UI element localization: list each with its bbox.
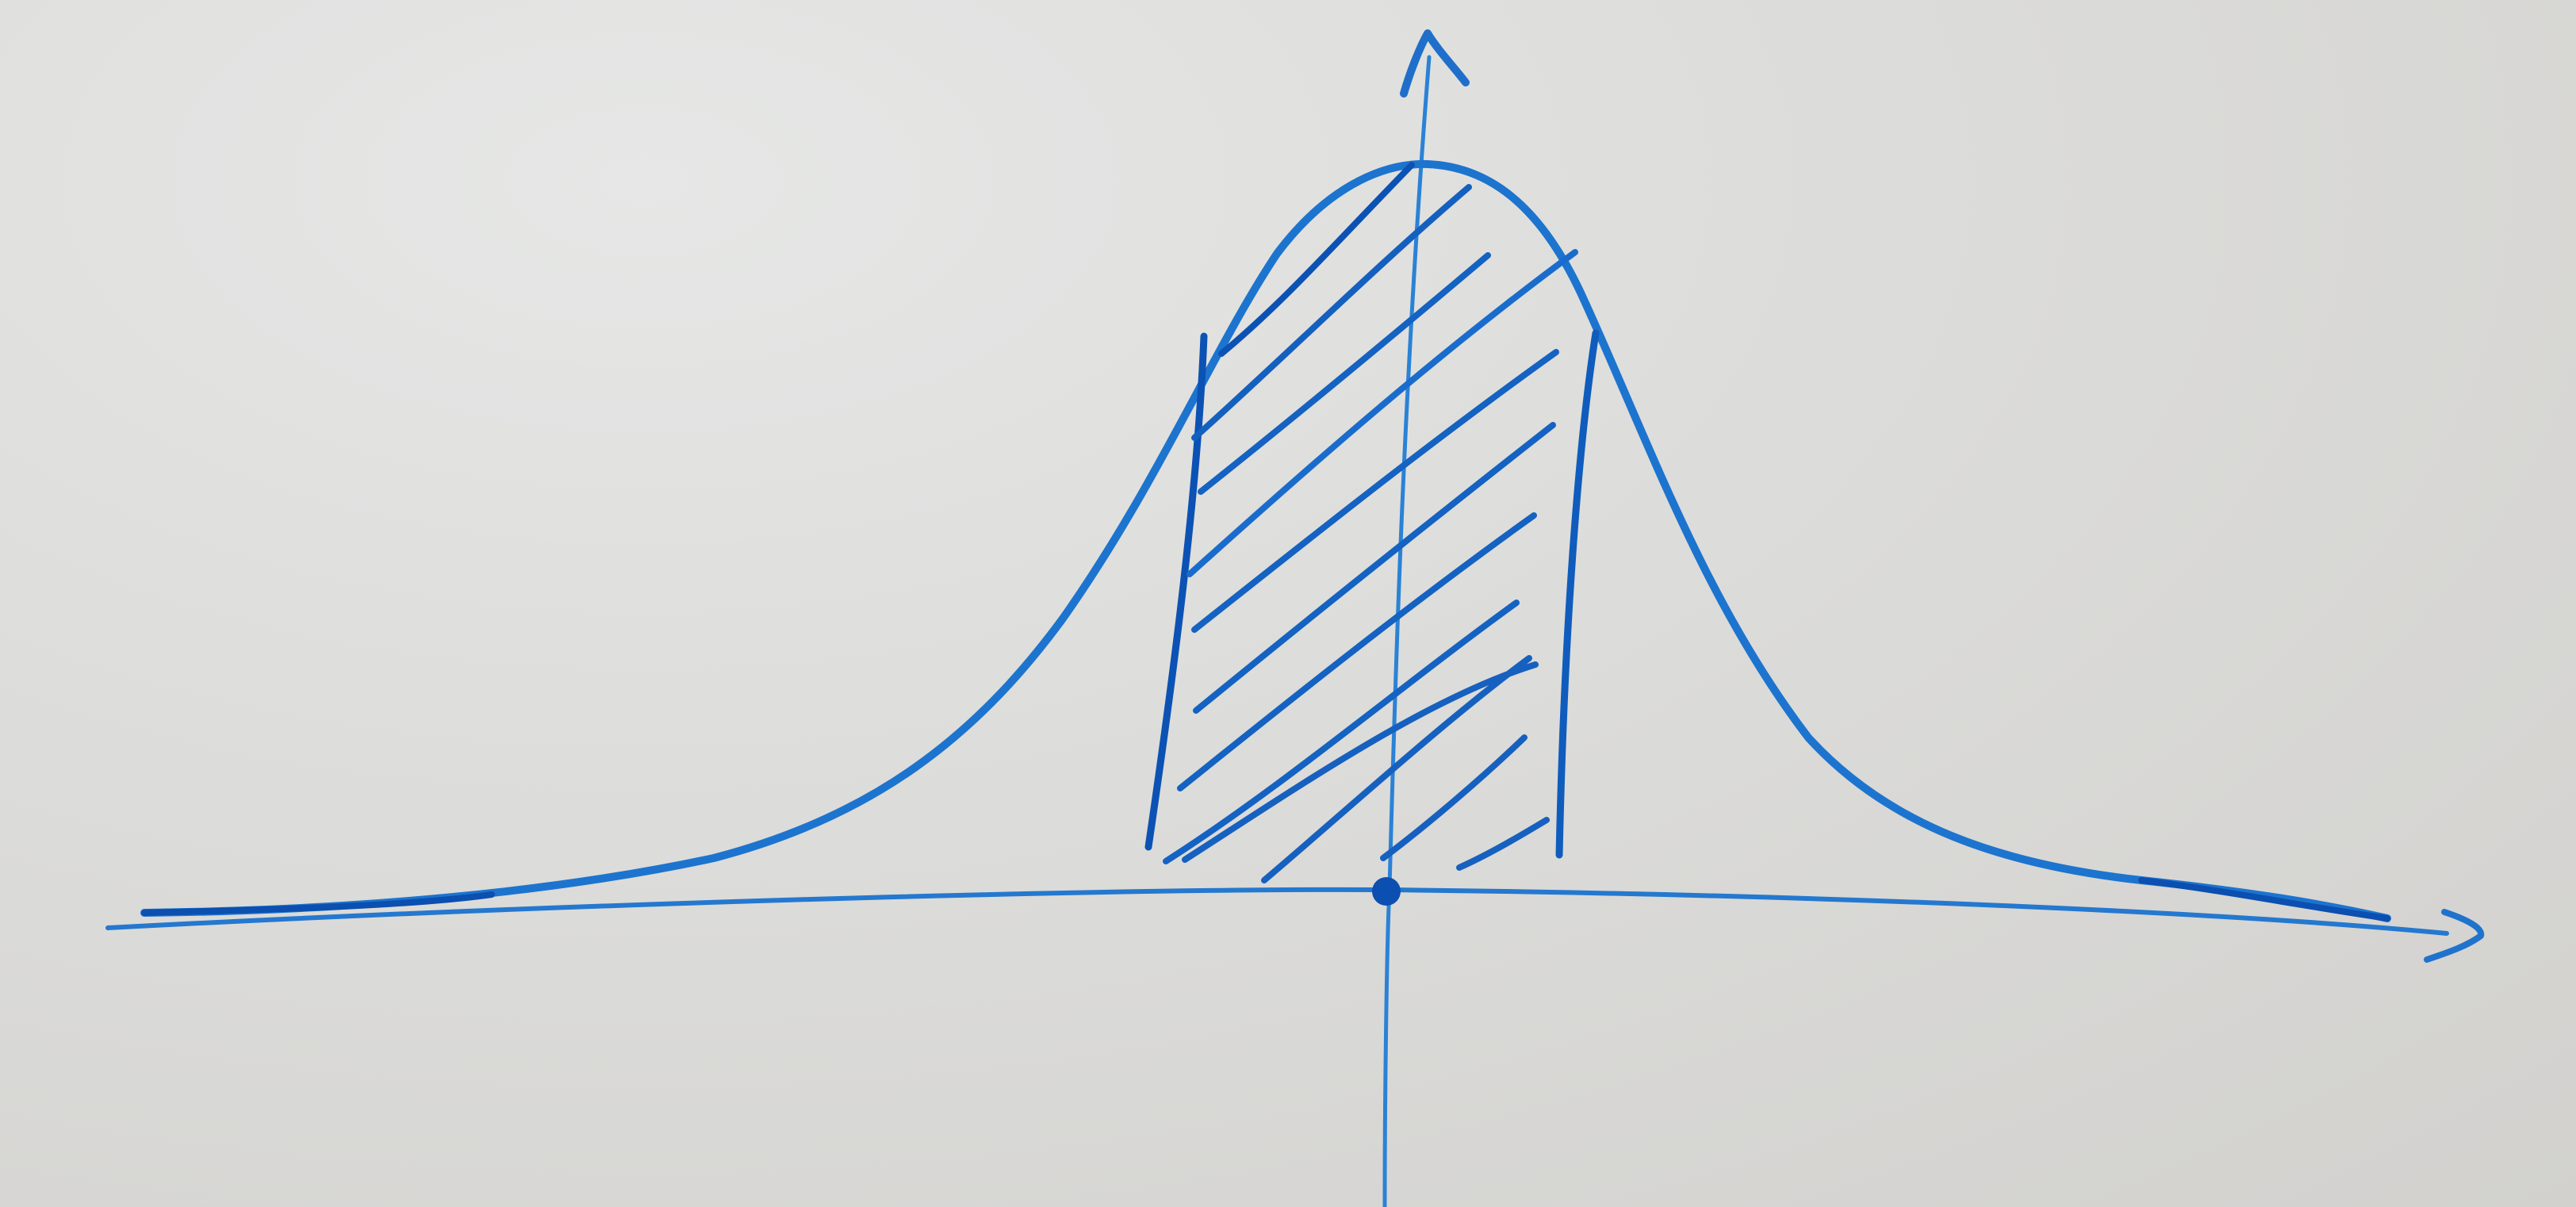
hatch-line: [1261, 655, 1532, 883]
bell-curve: [140, 159, 2391, 922]
hatch-line: [1182, 661, 1539, 863]
hatch-line: [1193, 422, 1556, 714]
x-axis-arrowhead-icon: [2424, 909, 2485, 963]
right-tail-overdraw: [2138, 877, 2390, 922]
hatch-line: [1456, 817, 1550, 871]
y-axis-arrowhead-icon: [1400, 29, 1470, 98]
hatch-line: [1177, 512, 1537, 791]
hatch-lines: [1163, 162, 1578, 883]
left-bound-line: [1144, 332, 1208, 851]
left-tail-overdraw: [141, 891, 495, 916]
x-axis-line: [105, 887, 2449, 936]
hatch-line: [1186, 249, 1578, 577]
hatch-line: [1191, 184, 1472, 441]
hatch-line: [1163, 600, 1520, 864]
hatch-line: [1191, 349, 1559, 633]
hatch-line: [1198, 252, 1491, 495]
hatch-line: [1380, 734, 1528, 861]
origin-point-icon: [1372, 877, 1401, 906]
hatch-line: [1218, 162, 1415, 357]
right-bound-line: [1555, 329, 1600, 859]
